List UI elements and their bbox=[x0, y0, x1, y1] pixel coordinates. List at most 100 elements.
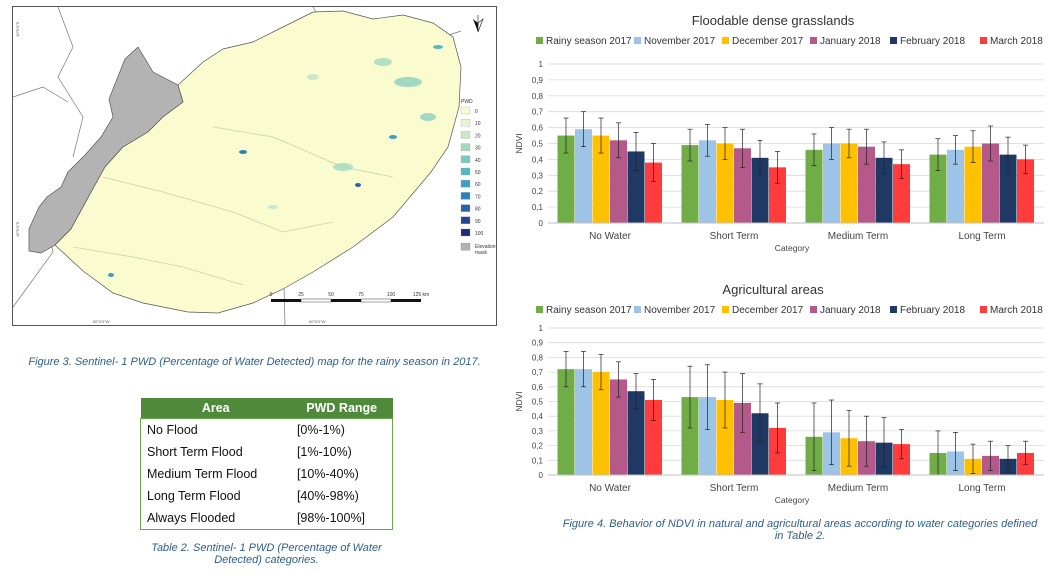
legend-label: November 2017 bbox=[644, 36, 716, 47]
pwd-legend-swatch bbox=[460, 228, 471, 237]
legend-swatch bbox=[722, 306, 729, 313]
bar bbox=[627, 151, 645, 223]
bar bbox=[875, 157, 893, 223]
pwd-legend-label: 10 bbox=[475, 121, 481, 127]
chart-title: Floodable dense grasslands bbox=[692, 13, 855, 28]
figure4-caption: Figure 4. Behavior of NDVI in natural an… bbox=[562, 518, 1038, 542]
legend-swatch bbox=[722, 37, 729, 44]
river-line bbox=[72, 246, 244, 286]
table-row: No Flood [0%-1%) bbox=[141, 419, 393, 442]
water-detection-patches bbox=[108, 45, 443, 277]
x-category-label: Long Term bbox=[958, 231, 1005, 242]
scale-bar-label: 0 bbox=[270, 292, 273, 298]
y-tick-label: 0,2 bbox=[532, 442, 544, 451]
scale-bar-label: 25 bbox=[298, 292, 304, 298]
y-tick-label: 0,7 bbox=[532, 368, 544, 377]
legend-label: March 2018 bbox=[990, 305, 1043, 316]
legend-item: February 2018 bbox=[890, 305, 965, 316]
y-tick-label: 0,6 bbox=[532, 383, 544, 392]
table-cell-area: Short Term Flood bbox=[147, 445, 243, 459]
legend-swatch bbox=[980, 37, 987, 44]
bar bbox=[592, 372, 610, 475]
bar bbox=[840, 143, 858, 223]
legend-item: March 2018 bbox=[980, 305, 1043, 316]
legend-item: December 2017 bbox=[722, 305, 804, 316]
y-tick-label: 0,3 bbox=[532, 427, 544, 436]
pwd-legend-label: 30 bbox=[475, 146, 481, 152]
legend-swatch bbox=[810, 37, 817, 44]
table-row: Short Term Flood [1%-10%) bbox=[141, 441, 393, 463]
ndvi-chart-grasslands: Floodable dense grasslands Rainy season 2… bbox=[514, 13, 1044, 253]
pwd-legend-swatch bbox=[460, 131, 471, 139]
table-cell-area: Always Flooded bbox=[147, 511, 236, 525]
table-cell-range: [0%-1%) bbox=[296, 423, 345, 437]
basin-area bbox=[54, 10, 462, 314]
river-line bbox=[102, 176, 334, 233]
bar bbox=[645, 162, 662, 223]
x-category-label: Medium Term bbox=[828, 483, 888, 494]
bar bbox=[947, 149, 964, 223]
bar bbox=[1017, 159, 1034, 223]
legend-label: January 2018 bbox=[820, 305, 881, 316]
pwd-legend-swatch bbox=[460, 192, 471, 200]
table-header-pwd-range: PWD Range bbox=[290, 398, 393, 419]
bar bbox=[681, 397, 699, 475]
legend-swatch bbox=[536, 37, 543, 44]
y-tick-label: 0,8 bbox=[532, 353, 544, 362]
pwd-map-frame: 10°0'0"S 15°0'0"S 65°0'0"W 60°0'0"W bbox=[12, 6, 497, 326]
figure3-caption: Figure 3. Sentinel- 1 PWD (Percentage of… bbox=[28, 356, 481, 368]
pwd-legend-swatch bbox=[460, 204, 471, 212]
legend-swatch bbox=[634, 37, 641, 44]
elevation-legend-label: Elevation bbox=[475, 244, 496, 250]
legend-item: Rainy season 2017 bbox=[536, 305, 632, 316]
bar bbox=[999, 154, 1017, 223]
table-cell-range: [10%-40%) bbox=[296, 467, 359, 481]
scale-bar: 0 25 50 75 100 125 km bbox=[270, 292, 429, 303]
river-line bbox=[212, 126, 394, 178]
x-axis-title: Category bbox=[775, 495, 810, 505]
legend-swatch bbox=[634, 306, 641, 313]
table-cell-range: [98%-100%] bbox=[296, 511, 366, 525]
bar bbox=[769, 167, 786, 223]
bar bbox=[575, 129, 592, 223]
table-header-area: Area bbox=[140, 398, 291, 419]
bar bbox=[610, 379, 627, 475]
y-tick-label: 0,1 bbox=[532, 456, 544, 465]
legend-swatch bbox=[890, 306, 897, 313]
legend-item: November 2017 bbox=[634, 36, 716, 47]
y-tick-label: 0,4 bbox=[532, 155, 544, 164]
pwd-legend-swatch bbox=[460, 106, 471, 115]
y-tick-label: 0,8 bbox=[532, 92, 544, 101]
legend-label: March 2018 bbox=[990, 36, 1043, 47]
bar bbox=[557, 135, 575, 223]
bar bbox=[627, 391, 645, 475]
pwd-legend-label: 80 bbox=[475, 207, 481, 213]
legend-label: February 2018 bbox=[900, 305, 965, 316]
y-tick-label: 0 bbox=[539, 471, 544, 480]
y-tick-label: 0,7 bbox=[532, 108, 544, 117]
x-category-label: No Water bbox=[589, 483, 632, 494]
y-axis-title: NDVI bbox=[514, 391, 524, 411]
bar bbox=[751, 157, 769, 223]
x-category-label: Medium Term bbox=[828, 231, 888, 242]
legend-label: Rainy season 2017 bbox=[546, 305, 632, 316]
legend-label: January 2018 bbox=[820, 36, 881, 47]
x-category-label: Short Term bbox=[710, 231, 759, 242]
y-tick-label: 0,3 bbox=[532, 171, 544, 180]
pwd-legend-swatch bbox=[460, 155, 471, 163]
pwd-legend-label: 60 bbox=[475, 182, 481, 188]
table-cell-area: No Flood bbox=[147, 423, 198, 437]
legend-item: November 2017 bbox=[634, 305, 716, 316]
bar bbox=[645, 400, 662, 475]
legend-item: December 2017 bbox=[722, 36, 804, 47]
y-tick-label: 0,9 bbox=[532, 339, 544, 348]
bar bbox=[805, 149, 823, 223]
scale-bar-label: 125 km bbox=[413, 292, 429, 298]
bar bbox=[858, 146, 875, 223]
pwd-legend-label: 20 bbox=[475, 133, 481, 139]
y-axis-title: NDVI bbox=[514, 133, 524, 153]
legend-item: January 2018 bbox=[810, 305, 881, 316]
bar bbox=[751, 413, 769, 475]
bar bbox=[893, 164, 910, 223]
table2-caption: Table 2. Sentinel- 1 PWD (Percentage of … bbox=[151, 542, 382, 566]
